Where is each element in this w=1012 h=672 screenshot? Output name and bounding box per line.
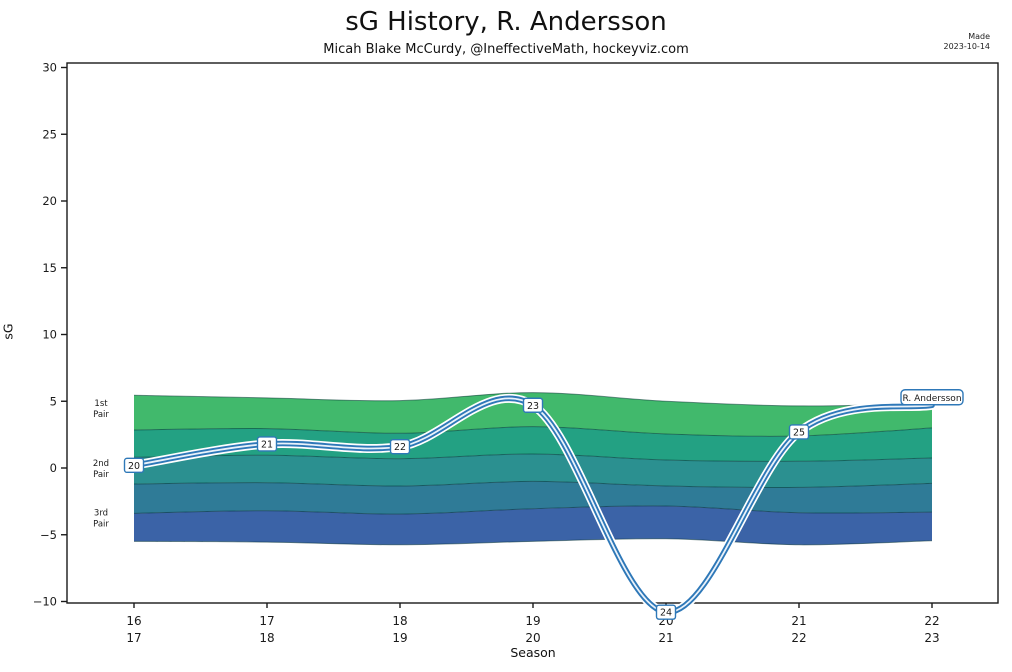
- y-tick-label: 5: [50, 394, 57, 408]
- marker-value: 23: [527, 401, 539, 412]
- marker-box: [123, 457, 145, 474]
- page-title: sG History, R. Andersson: [345, 7, 667, 37]
- band-boundary-0: [133, 392, 933, 407]
- x-tick-label-bottom: 17: [126, 631, 141, 645]
- x-tick-label-top: 19: [525, 614, 540, 628]
- band-boundary-5: [133, 538, 933, 546]
- pair-label-2-line2: Pair: [93, 470, 109, 480]
- x-tick-label-top: 22: [924, 614, 939, 628]
- tier-band-3: [134, 453, 932, 488]
- y-tick-label: 20: [42, 194, 57, 208]
- y-tick-label: 15: [42, 261, 57, 275]
- data-point-marker: 22: [389, 438, 411, 455]
- marker-value: 24: [660, 608, 672, 619]
- player-name-tag: R. Andersson: [900, 389, 964, 406]
- x-tick-label-top: 18: [392, 614, 407, 628]
- marker-value: 21: [261, 439, 273, 450]
- x-tick-label-bottom: 23: [924, 631, 939, 645]
- marker-box: [522, 397, 544, 413]
- marker-value: 25: [793, 427, 805, 438]
- marker-value: 22: [394, 442, 406, 453]
- band-boundary-2: [133, 453, 933, 462]
- pair-label-3-line1: 3rd: [94, 508, 108, 518]
- x-tick-label-top: 16: [126, 614, 141, 628]
- x-tick-label-bottom: 21: [658, 631, 673, 645]
- pair-label-2-line1: 2nd: [93, 459, 109, 469]
- player-name-box: [900, 389, 964, 406]
- y-tick-label: −5: [40, 528, 57, 542]
- data-point-marker: 25: [788, 424, 810, 440]
- marker-box: [655, 604, 677, 620]
- y-tick-label: 30: [42, 61, 57, 75]
- y-tick-label: 0: [50, 461, 57, 475]
- player-name-text: R. Andersson: [902, 394, 961, 404]
- marker-box: [389, 438, 411, 455]
- band-boundary-4: [133, 505, 933, 515]
- pair-label-3-line2: Pair: [93, 519, 109, 529]
- marker-box: [788, 424, 810, 440]
- chart-subtitle: Micah Blake McCurdy, @IneffectiveMath, h…: [323, 42, 689, 57]
- x-tick-label-top: 17: [259, 614, 274, 628]
- data-point-marker: 20: [123, 457, 145, 474]
- pair-label-1-line1: 1st: [94, 399, 108, 409]
- x-tick-label-bottom: 20: [525, 631, 540, 645]
- marker-box: [256, 436, 278, 452]
- made-date-stamp: Made 2023-10-14: [944, 32, 991, 52]
- x-tick-label-top: 21: [791, 614, 806, 628]
- x-tick-label-bottom: 18: [259, 631, 274, 645]
- tier-band-1: [134, 392, 932, 437]
- data-point-marker: 24: [655, 604, 677, 620]
- marker-value: 20: [128, 461, 140, 472]
- data-point-marker: 23: [522, 397, 544, 413]
- x-tick-label-bottom: 22: [791, 631, 806, 645]
- band-boundary-3: [133, 480, 933, 489]
- tier-band-4: [134, 481, 932, 515]
- tier-band-2: [134, 426, 932, 462]
- y-tick-label: 25: [42, 127, 57, 141]
- y-tick-label: −10: [33, 595, 57, 609]
- made-label: Made: [968, 32, 990, 41]
- y-axis-label: sG: [0, 323, 16, 340]
- pair-label-1-line2: Pair: [93, 410, 109, 420]
- data-point-marker: 21: [256, 436, 278, 452]
- x-tick-label-bottom: 19: [392, 631, 407, 645]
- x-axis-label: Season: [510, 645, 556, 660]
- y-tick-label: 10: [42, 328, 57, 342]
- made-date-value: 2023-10-14: [943, 42, 991, 51]
